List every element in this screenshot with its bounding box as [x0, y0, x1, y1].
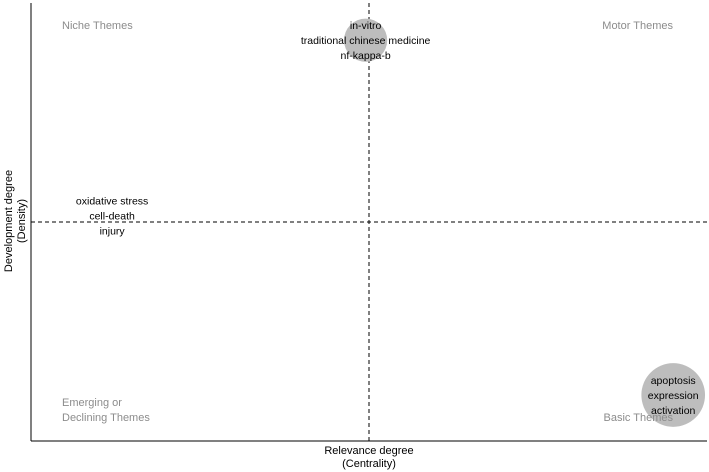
cluster-2-label-2: cell-death	[89, 210, 135, 222]
cluster-1-label-1: in-vitro	[350, 20, 382, 32]
y-axis-subtitle: (Density)	[16, 199, 28, 243]
cluster-3-label-2: expression	[648, 390, 699, 402]
cluster-3-label-3: activation	[651, 405, 696, 417]
cluster-2-label-3: injury	[100, 225, 126, 237]
cluster-2-label-1: oxidative stress	[76, 195, 148, 207]
cluster-bubbles	[344, 18, 706, 427]
cluster-1-label-2: traditional chinese medicine	[301, 35, 431, 47]
cluster-1-label-3: nf-kappa-b	[341, 50, 391, 62]
x-axis-title: Relevance degree	[324, 445, 413, 457]
cluster-bubble-1	[344, 18, 388, 62]
quadrant-label-emerging-line1: Emerging or	[62, 397, 122, 409]
cluster-labels: in-vitro traditional chinese medicine nf-k…	[76, 20, 699, 417]
quadrant-label-motor: Motor Themes	[602, 20, 673, 32]
quadrant-label-basic: Basic Themes	[604, 412, 674, 424]
cluster-3-label-1: apoptosis	[651, 375, 696, 387]
quadrant-label-niche: Niche Themes	[62, 20, 133, 32]
quadrant-label-emerging-line2: Declining Themes	[62, 412, 150, 424]
y-axis-title: Development degree	[3, 170, 15, 272]
x-axis-subtitle: (Centrality)	[342, 458, 396, 470]
cluster-bubble-3	[641, 363, 706, 427]
